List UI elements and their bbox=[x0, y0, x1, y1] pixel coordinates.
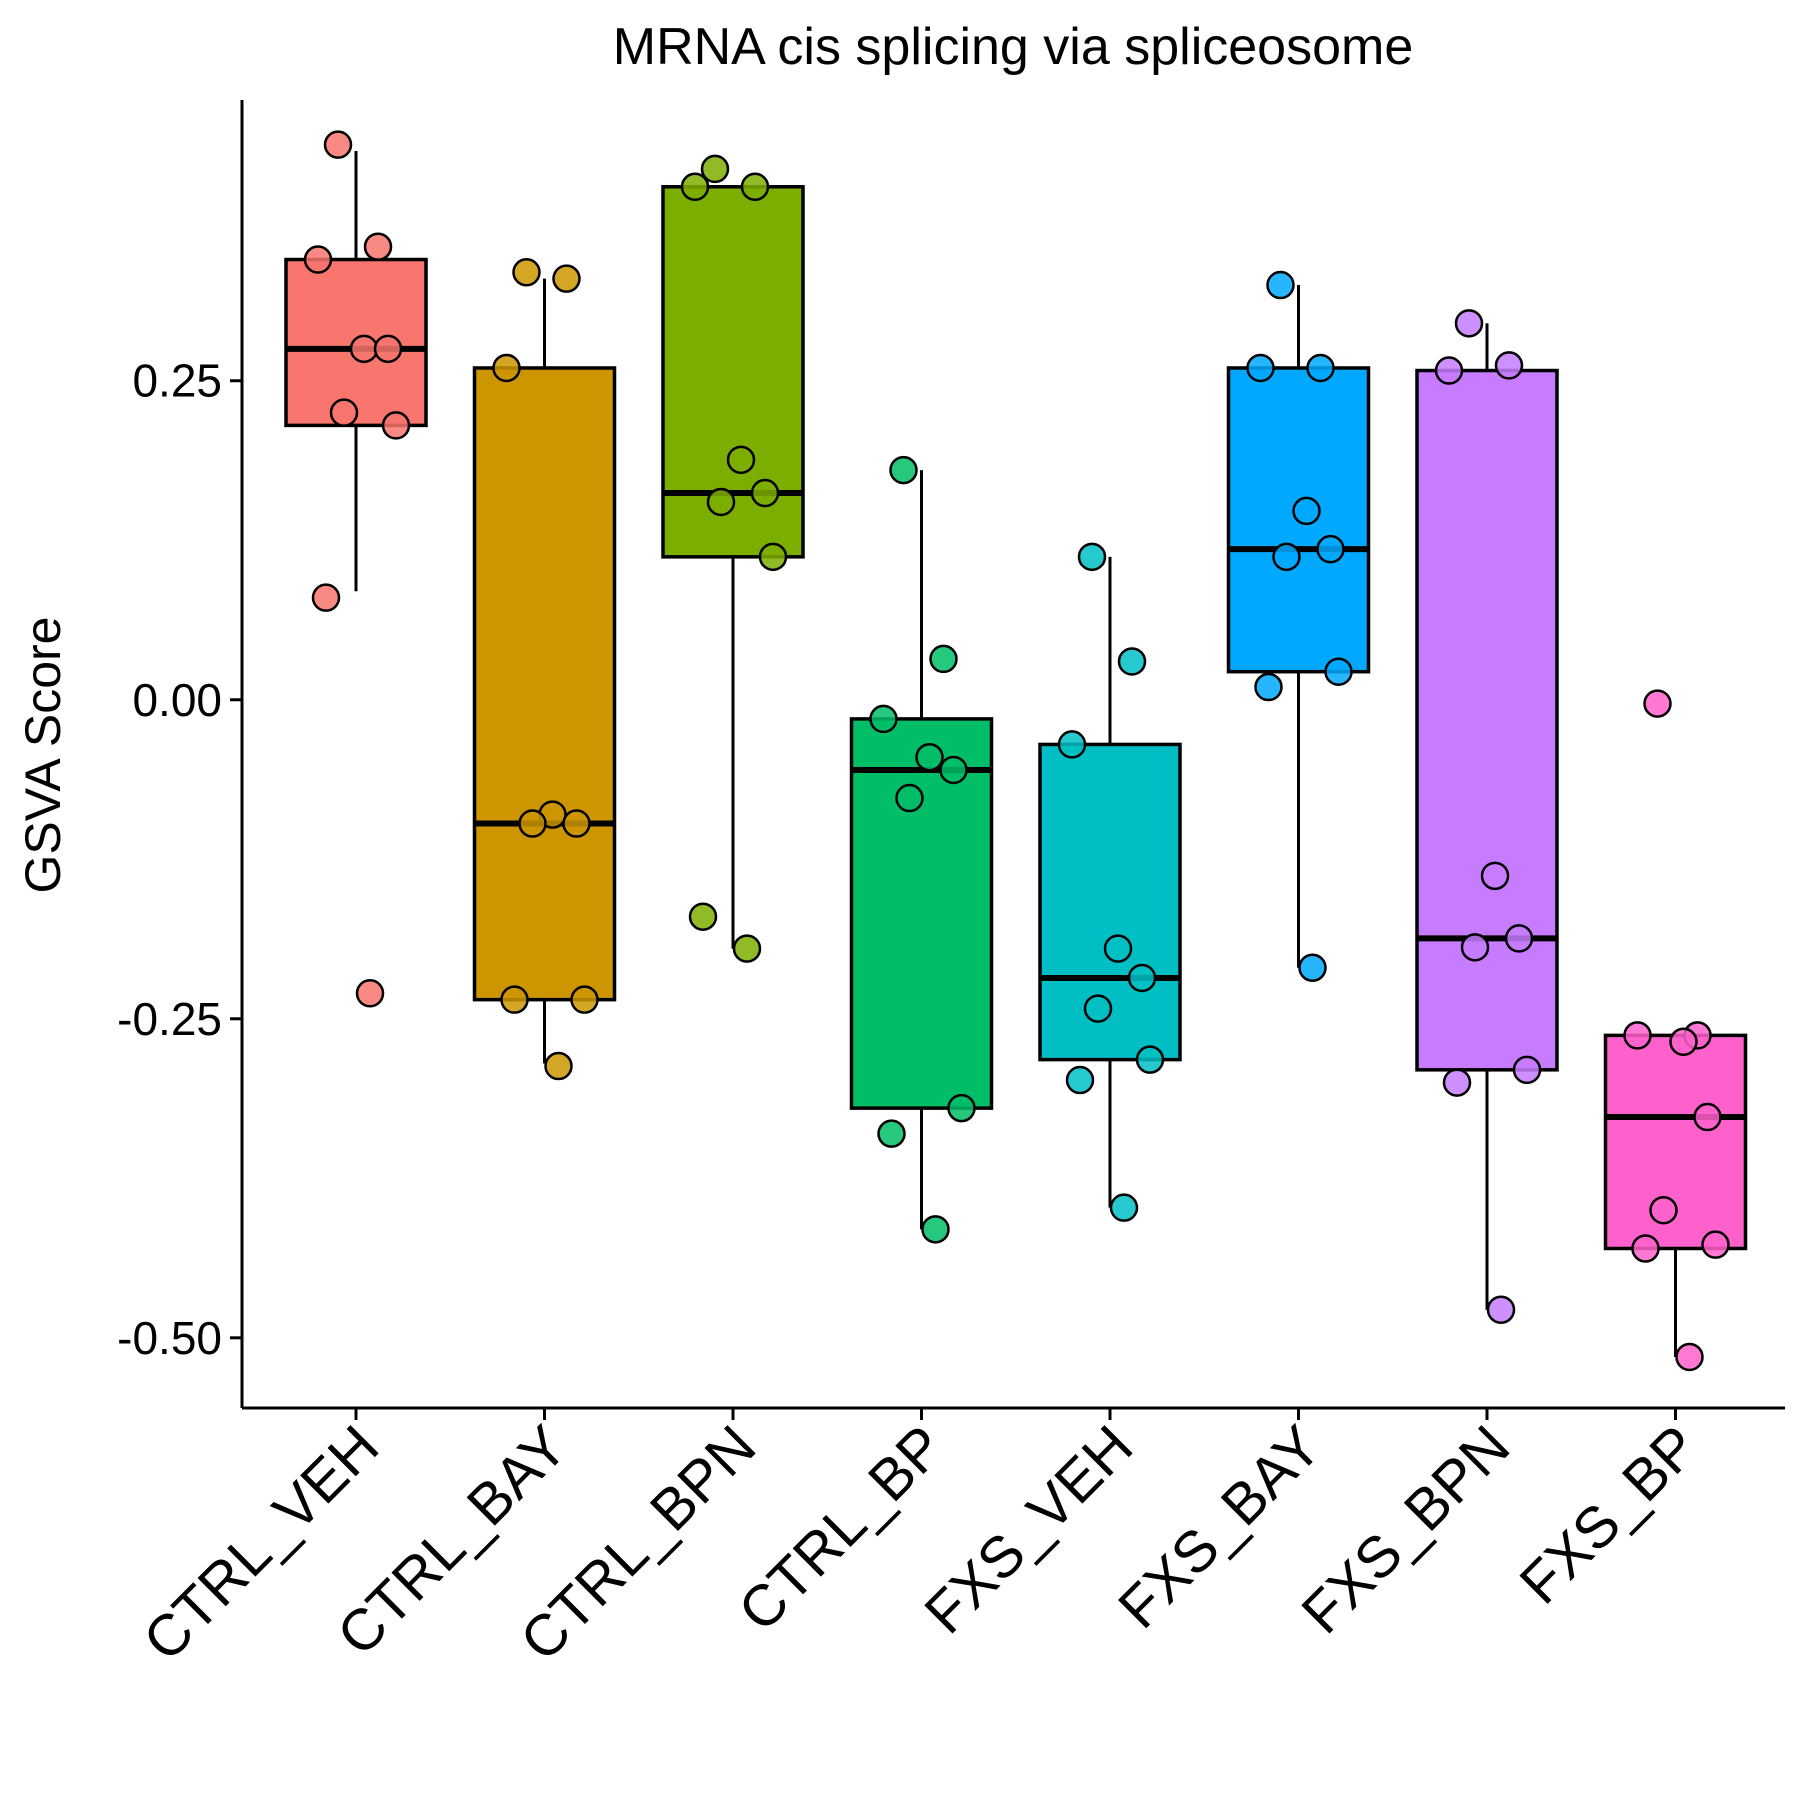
box-group-FXS_BPN bbox=[1415, 309, 1559, 1324]
data-point bbox=[1246, 353, 1275, 383]
data-point bbox=[1316, 534, 1345, 564]
y-axis-title: GSVA Score bbox=[15, 617, 71, 894]
data-point bbox=[570, 985, 599, 1014]
data-point bbox=[381, 411, 411, 440]
data-point bbox=[700, 154, 730, 184]
data-point bbox=[500, 985, 529, 1014]
box bbox=[849, 717, 994, 1110]
data-point bbox=[1512, 1055, 1542, 1085]
data-point bbox=[303, 245, 333, 274]
data-point bbox=[1486, 1295, 1516, 1324]
data-point bbox=[349, 334, 379, 364]
data-point bbox=[1127, 963, 1157, 993]
box bbox=[1415, 368, 1559, 1072]
data-point bbox=[1643, 689, 1672, 718]
data-point bbox=[895, 783, 924, 813]
x-tick-label: FXS_BP bbox=[1507, 1413, 1710, 1616]
data-point bbox=[688, 902, 718, 931]
data-point bbox=[1494, 351, 1524, 380]
data-point bbox=[1454, 309, 1484, 338]
data-point bbox=[492, 353, 521, 383]
data-point bbox=[1701, 1230, 1730, 1259]
data-point bbox=[1631, 1234, 1660, 1263]
data-point bbox=[544, 1051, 573, 1081]
y-tick-label: -0.25 bbox=[117, 993, 222, 1045]
data-point bbox=[1623, 1021, 1652, 1050]
chart-title: MRNA cis splicing via spliceosome bbox=[613, 18, 1414, 76]
x-tick-label: FXS_VEH bbox=[912, 1413, 1145, 1646]
data-point bbox=[1266, 270, 1295, 300]
data-point bbox=[1135, 1045, 1165, 1074]
y-tick-label: 0.00 bbox=[132, 674, 222, 726]
box-group-FXS_BAY bbox=[1226, 270, 1371, 982]
data-point bbox=[1065, 1065, 1095, 1095]
box-group-CTRL_VEH bbox=[284, 130, 428, 1008]
plot-area: 0.250.00-0.25-0.50CTRL_VEHCTRL_BAYCTRL_B… bbox=[117, 100, 1785, 1673]
data-point bbox=[1292, 496, 1321, 526]
data-point bbox=[518, 809, 547, 838]
data-point bbox=[1298, 953, 1327, 982]
data-point bbox=[939, 755, 968, 785]
data-point bbox=[750, 478, 780, 508]
data-point bbox=[552, 264, 581, 293]
data-point bbox=[877, 1119, 906, 1148]
data-point bbox=[1272, 542, 1301, 572]
data-point bbox=[726, 445, 756, 475]
data-point bbox=[1434, 356, 1464, 385]
data-point bbox=[869, 704, 898, 734]
data-point bbox=[889, 455, 918, 485]
data-point bbox=[1480, 861, 1510, 891]
data-point bbox=[1083, 994, 1113, 1023]
x-tick-label: FXS_BPN bbox=[1289, 1413, 1522, 1646]
data-point bbox=[562, 809, 591, 838]
data-point bbox=[1306, 353, 1335, 383]
data-point bbox=[1109, 1193, 1139, 1222]
y-tick-label: 0.25 bbox=[132, 355, 222, 407]
box-group-FXS_BP bbox=[1603, 689, 1748, 1372]
y-tick-label: -0.50 bbox=[117, 1312, 222, 1364]
box-group-CTRL_BPN bbox=[661, 154, 805, 963]
data-point bbox=[1649, 1195, 1678, 1225]
data-point bbox=[929, 644, 958, 674]
data-point bbox=[1103, 934, 1133, 963]
data-point bbox=[706, 487, 736, 517]
data-point bbox=[680, 172, 710, 202]
data-point bbox=[1460, 933, 1490, 962]
data-point bbox=[758, 542, 788, 572]
data-point bbox=[1254, 672, 1283, 702]
data-point bbox=[947, 1093, 976, 1123]
data-point bbox=[921, 1215, 950, 1244]
data-point bbox=[355, 979, 385, 1008]
box-group-CTRL_BAY bbox=[472, 258, 617, 1081]
data-point bbox=[323, 130, 353, 159]
data-point bbox=[1077, 542, 1107, 572]
data-point bbox=[329, 398, 359, 427]
data-point bbox=[732, 934, 762, 963]
data-point bbox=[740, 172, 770, 202]
data-point bbox=[915, 742, 944, 772]
data-point bbox=[1693, 1102, 1722, 1132]
data-point bbox=[1669, 1027, 1698, 1057]
data-point bbox=[1675, 1342, 1704, 1372]
data-point bbox=[373, 334, 403, 364]
data-point bbox=[1324, 657, 1353, 686]
data-point bbox=[1117, 647, 1147, 676]
data-point bbox=[512, 258, 541, 287]
box-group-FXS_VEH bbox=[1038, 542, 1182, 1222]
data-point bbox=[363, 232, 393, 262]
data-point bbox=[1442, 1068, 1472, 1097]
data-point bbox=[1057, 730, 1087, 759]
data-point bbox=[1504, 924, 1534, 953]
data-point bbox=[311, 583, 341, 612]
box bbox=[472, 366, 617, 1002]
box-group-CTRL_BP bbox=[849, 455, 994, 1244]
